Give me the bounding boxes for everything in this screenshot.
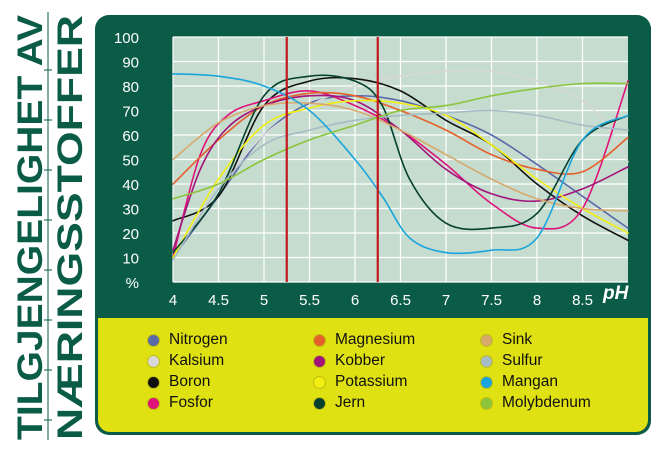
y-tick-label: 70	[122, 104, 139, 121]
y-tick-label: 30	[122, 202, 139, 219]
legend-item: Boron	[148, 373, 210, 391]
side-title: TILGJENGELIGHET AV NÆRINGSSTOFFER	[11, 12, 90, 440]
legend-swatch	[314, 376, 325, 388]
series-line-sink	[172, 101, 629, 212]
legend-swatch	[481, 397, 492, 409]
legend-swatch	[314, 334, 325, 346]
grid	[172, 36, 628, 283]
chart: 100 90 80 70 60 50 40 30 20 10% 4 4.5 5 5.5 6 6.5 7 7.5 8…	[114, 30, 630, 309]
legend-label: Kobber	[335, 352, 385, 369]
legend-label: Boron	[169, 373, 211, 390]
legend-item: Molybdenum	[481, 394, 591, 412]
legend-label: Jern	[335, 394, 366, 411]
side-title-line1: TILGJENGELIGHET AV	[11, 14, 50, 440]
legend-item: Kalsium	[148, 352, 224, 370]
y-tick-label: 100	[114, 30, 139, 47]
legend: Nitrogen Kalsium Boron Fosfor Magnesium Kobbe…	[98, 318, 648, 432]
legend-item: Sulfur	[481, 352, 543, 370]
x-tick-label: 4	[169, 292, 177, 309]
y-tick-label: 40	[122, 177, 139, 194]
legend-item: Jern	[314, 394, 365, 412]
y-tick-label: 60	[122, 128, 139, 145]
x-tick-label: 6.5	[390, 292, 411, 309]
x-tick-label: 7	[442, 292, 450, 309]
legend-label: Potassium	[335, 373, 408, 390]
series-line-kalsium	[172, 69, 629, 254]
y-tick-label: 90	[122, 55, 139, 72]
x-axis-label: pH	[602, 283, 630, 304]
legend-swatch	[314, 355, 325, 367]
series-line-kobber	[172, 94, 629, 251]
legend-swatch	[148, 397, 159, 409]
legend-swatch	[314, 397, 325, 409]
legend-swatch	[481, 376, 492, 388]
chart-panel: 100 90 80 70 60 50 40 30 20 10% 4 4.5 5 5.5 6 6.5 7 7.5 8…	[95, 15, 651, 435]
x-tick-label: 5.5	[299, 292, 320, 309]
legend-swatch	[481, 334, 492, 346]
ph-markers	[285, 37, 379, 282]
y-axis-ticks: 100 90 80 70 60 50 40 30 20 10%	[114, 30, 139, 292]
side-title-line2: NÆRINGSSTOFFER	[51, 15, 90, 440]
legend-item: Kobber	[314, 352, 385, 370]
legend-item: Sink	[481, 331, 532, 349]
x-tick-label: 5	[260, 292, 268, 309]
legend-swatch	[148, 334, 159, 346]
x-tick-label: 6	[351, 292, 359, 309]
legend-label: Magnesium	[335, 331, 416, 348]
legend-label: Nitrogen	[169, 331, 228, 348]
x-axis-ticks: 4 4.5 5 5.5 6 6.5 7 7.5 8 8.5	[169, 292, 593, 309]
legend-item: Magnesium	[314, 331, 415, 349]
legend-label: Kalsium	[169, 352, 225, 369]
series-line-sulfur	[172, 109, 629, 261]
series-line-jern	[172, 74, 629, 254]
y-tick-label: 10	[122, 251, 139, 268]
legend-item: Nitrogen	[148, 331, 228, 349]
side-title-rules	[44, 12, 52, 440]
legend-label: Fosfor	[169, 394, 213, 411]
x-tick-label: 8.5	[572, 292, 593, 309]
legend-item: Mangan	[481, 373, 558, 391]
legend-label: Sulfur	[502, 352, 543, 369]
legend-swatch	[148, 355, 159, 367]
series-line-potassium	[172, 99, 629, 259]
legend-swatch	[481, 355, 492, 367]
x-tick-label: 7.5	[481, 292, 502, 309]
series-line-molybdenum	[172, 82, 629, 200]
y-tick-label: %	[126, 275, 139, 292]
x-tick-label: 8	[533, 292, 541, 309]
legend-swatch	[148, 376, 159, 388]
y-tick-label: 50	[122, 153, 139, 170]
legend-label: Mangan	[502, 373, 559, 390]
series-lines	[172, 69, 629, 261]
y-tick-label: 20	[122, 226, 139, 243]
legend-label: Molybdenum	[502, 394, 591, 411]
legend-label: Sink	[502, 331, 533, 348]
y-tick-label: 80	[122, 79, 139, 96]
legend-item: Fosfor	[148, 394, 213, 412]
x-tick-label: 4.5	[208, 292, 229, 309]
legend-item: Potassium	[314, 373, 407, 391]
series-line-mangan	[172, 73, 629, 255]
